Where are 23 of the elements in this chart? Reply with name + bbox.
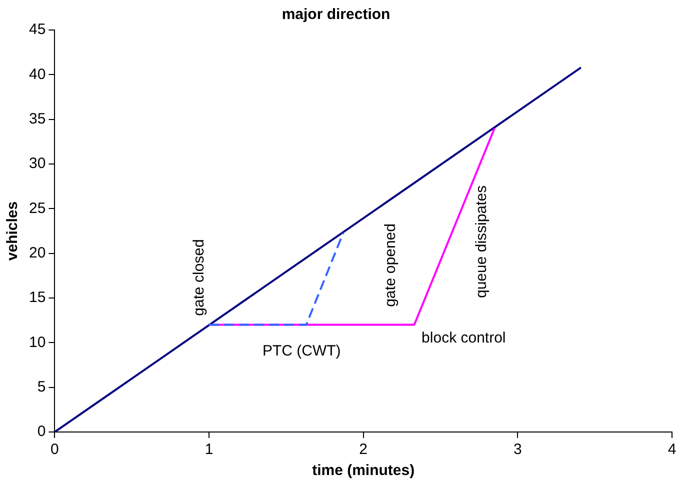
chart-title: major direction — [282, 6, 390, 24]
annotation: block control — [422, 329, 506, 346]
x-tick-label: 3 — [514, 441, 522, 458]
annotation: gate closed — [190, 239, 208, 316]
y-tick-label: 35 — [28, 110, 46, 128]
x-tick-label: 0 — [50, 441, 59, 458]
annotation: gate opened — [382, 224, 400, 307]
y-tick-label: 5 — [37, 378, 46, 396]
x-axis-title: time (minutes) — [312, 462, 415, 480]
x-tick-label: 4 — [668, 441, 676, 458]
y-tick-label: 45 — [28, 21, 46, 38]
y-tick-label: 0 — [37, 423, 46, 440]
y-tick-label: 15 — [28, 289, 46, 306]
y-tick-label: 25 — [28, 200, 46, 217]
y-tick-label: 30 — [28, 155, 46, 172]
y-tick-label: 20 — [28, 244, 46, 262]
y-tick-label: 10 — [28, 334, 46, 351]
x-tick-label: 1 — [204, 441, 214, 458]
annotation: PTC (CWT) — [262, 342, 341, 360]
annotation: queue dissipates — [473, 185, 490, 298]
y-tick-label: 40 — [28, 66, 46, 83]
x-tick-label: 2 — [359, 441, 368, 458]
y-axis-title: vehicles — [4, 201, 22, 261]
